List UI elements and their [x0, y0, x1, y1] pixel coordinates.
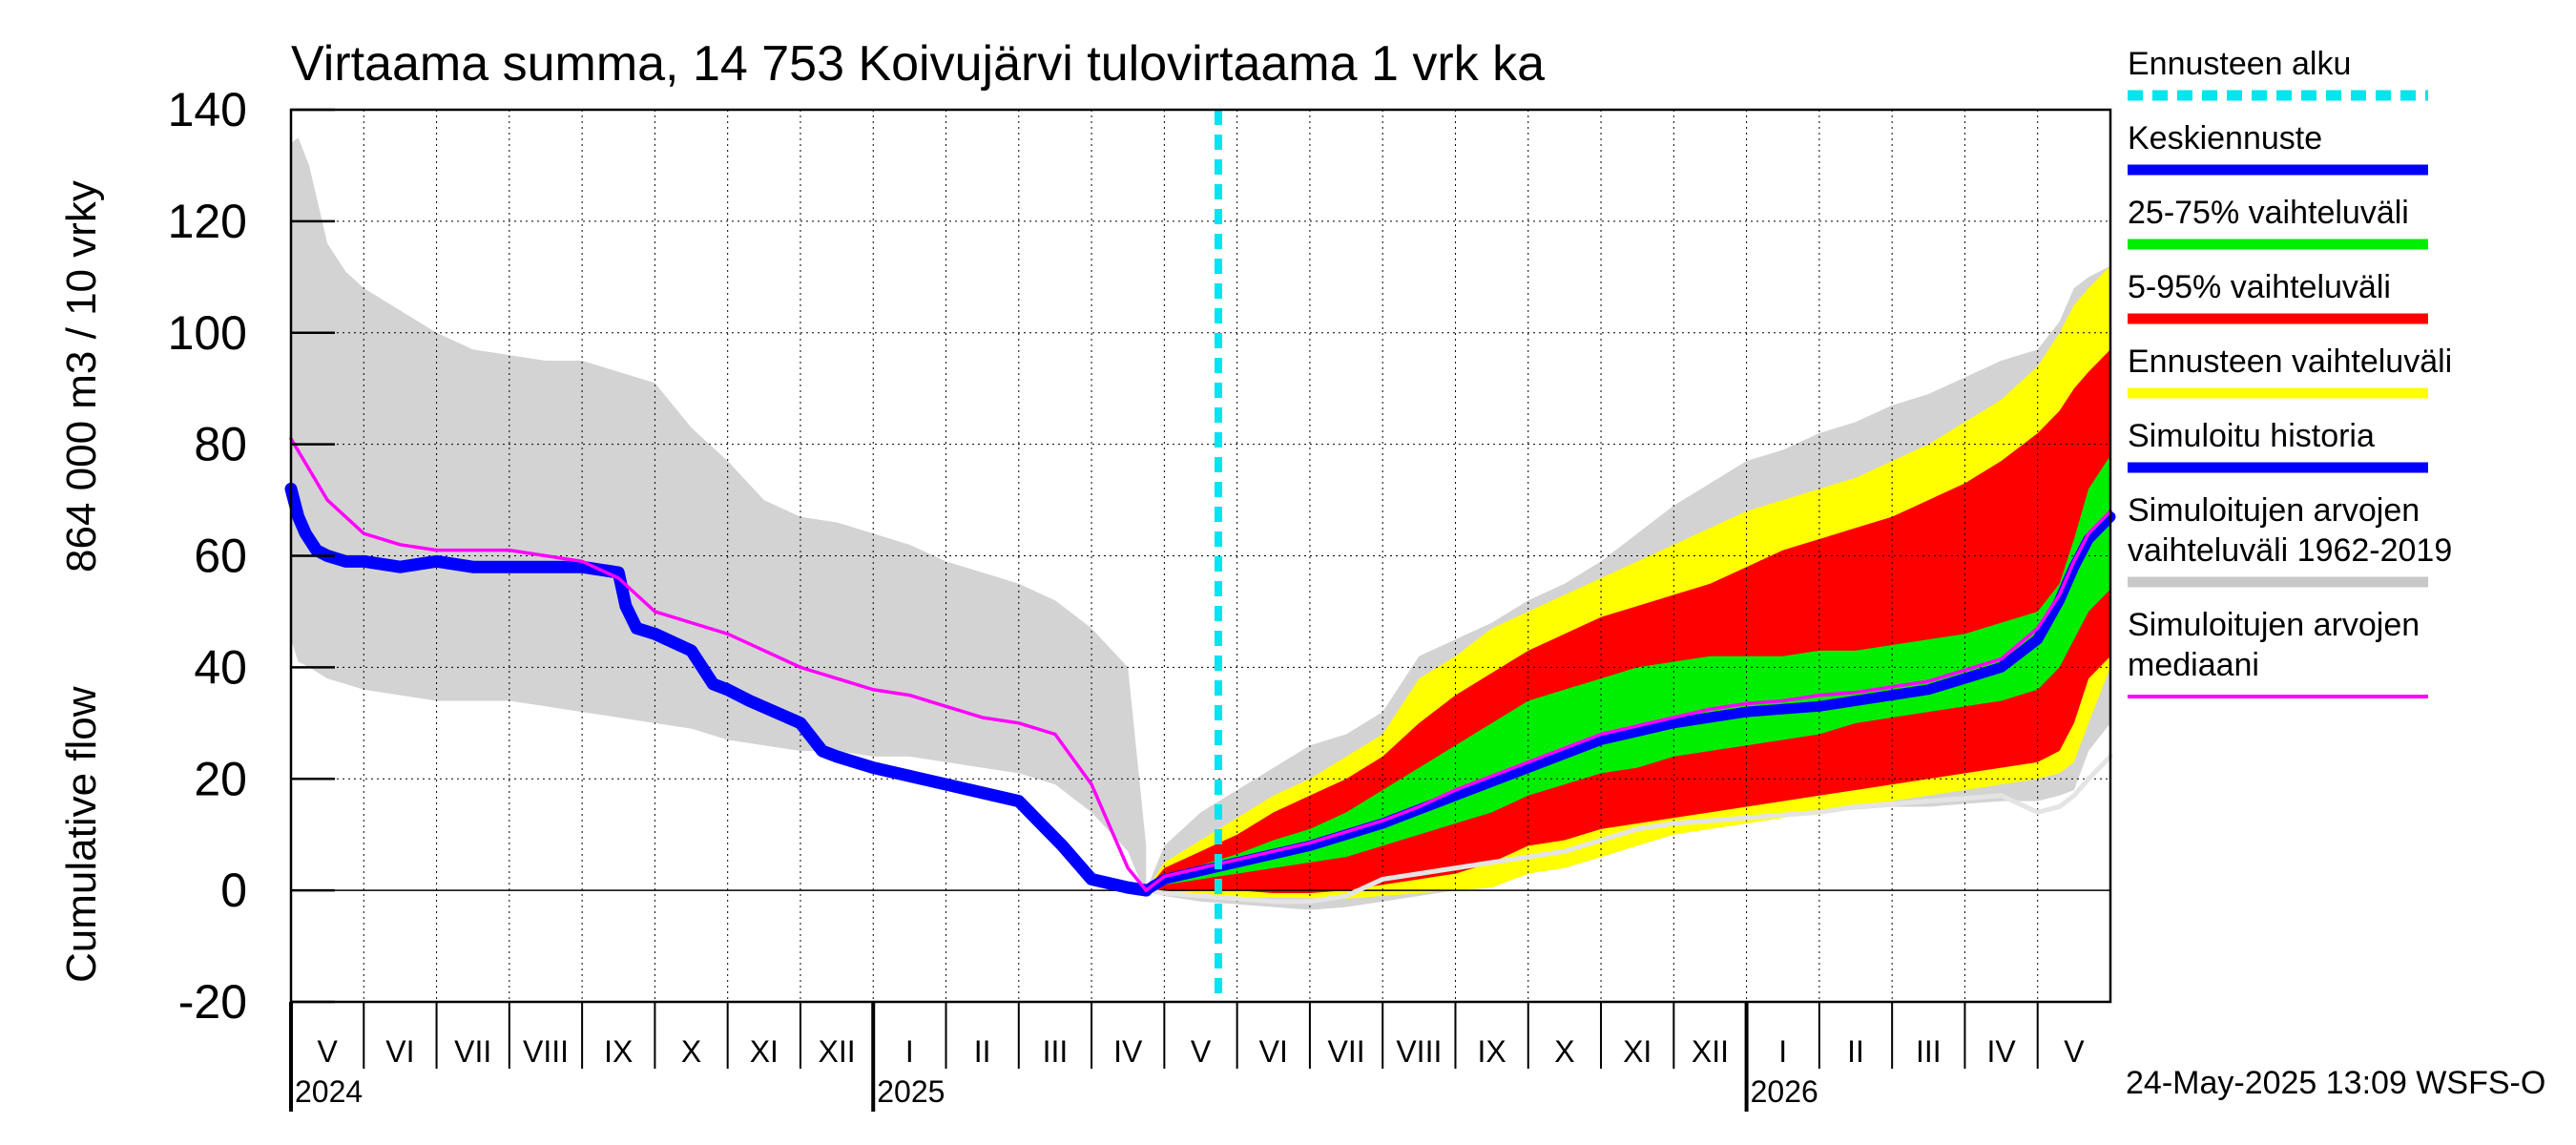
y-tick-label: 60 — [194, 530, 247, 583]
legend-label: Ennusteen alku — [2128, 46, 2351, 82]
month-label: XI — [750, 1034, 779, 1069]
y-tick-label: 40 — [194, 640, 247, 694]
month-label: X — [681, 1034, 701, 1069]
timestamp: 24-May-2025 13:09 WSFS-O — [2126, 1065, 2545, 1101]
legend-item: Ennusteen alku — [2128, 46, 2428, 101]
y-axis: -20 0 20 40 60 80 100 120 140 — [168, 83, 335, 1029]
x-axis: V VI VII VIII IX X XI XII I II III IV V VI VII VIII IX X X… — [289, 1002, 2085, 1112]
legend-label: 25-75% vaihteluväli — [2128, 195, 2409, 231]
legend-label: Simuloitu historia — [2128, 418, 2375, 454]
month-label: VI — [1259, 1034, 1288, 1069]
legend-item: Keskiennuste — [2128, 120, 2428, 176]
y-tick-label: 100 — [168, 306, 247, 360]
month-label: XII — [1692, 1034, 1729, 1069]
legend-label: 5-95% vaihteluväli — [2128, 269, 2391, 305]
y-tick-label: -20 — [178, 975, 247, 1029]
legend-label: Ennusteen vaihteluväli — [2128, 344, 2452, 380]
legend-item: 5-95% vaihteluväli — [2128, 269, 2428, 324]
plot-fills — [291, 137, 2110, 910]
range-5-95-band — [1146, 349, 2110, 894]
legend: Ennusteen alku Keskiennuste 25-75% vaihtel… — [2128, 46, 2452, 698]
historical-lower-line — [1143, 754, 2113, 905]
range-25-75-band — [1146, 455, 2110, 891]
legend-label: Keskiennuste — [2128, 120, 2322, 156]
month-label: III — [1043, 1034, 1069, 1069]
month-label: VII — [454, 1034, 491, 1069]
legend-label: Simuloitujen arvojen — [2128, 492, 2420, 529]
month-label: II — [1847, 1034, 1864, 1069]
month-label: I — [1778, 1034, 1787, 1069]
year-label: 2026 — [1751, 1074, 1818, 1109]
year-label: 2024 — [295, 1074, 363, 1109]
simulated-history-line — [284, 482, 1153, 897]
plot-grid — [291, 110, 2110, 1002]
month-label: IV — [1986, 1034, 2016, 1069]
month-label: VIII — [523, 1034, 569, 1069]
month-label: XI — [1623, 1034, 1652, 1069]
legend-item: Simuloitu historia — [2128, 418, 2428, 473]
chart-title: Virtaama summa, 14 753 Koivujärvi tulovi… — [291, 36, 1545, 92]
month-label: IV — [1113, 1034, 1143, 1069]
y-tick-label: 120 — [168, 195, 247, 248]
y-tick-label: 140 — [168, 83, 247, 136]
month-label: VII — [1327, 1034, 1364, 1069]
legend-item: Ennusteen vaihteluväli — [2128, 344, 2452, 399]
month-label: VIII — [1396, 1034, 1442, 1069]
month-label: I — [905, 1034, 914, 1069]
y-axis-label-bottom: Cumulative flow — [58, 686, 105, 983]
month-label: V — [317, 1034, 338, 1069]
legend-label: mediaani — [2128, 647, 2259, 683]
legend-item: Simuloitujen arvojen mediaani — [2128, 607, 2428, 698]
month-label: III — [1916, 1034, 1942, 1069]
legend-label: vaihteluväli 1962-2019 — [2128, 532, 2452, 569]
historical-range-band — [291, 137, 1147, 896]
forecast-mean-line — [1140, 511, 2116, 896]
median-line-forecast — [1144, 510, 2112, 892]
month-label: IX — [1478, 1034, 1506, 1069]
y-axis-label-top: 864 000 m3 / 10 vrky — [58, 180, 105, 572]
y-tick-label: 0 — [220, 864, 247, 917]
y-tick-label: 20 — [194, 752, 247, 805]
month-label: XII — [819, 1034, 856, 1069]
month-label: IX — [604, 1034, 633, 1069]
legend-item: 25-75% vaihteluväli — [2128, 195, 2428, 250]
month-label: V — [2064, 1034, 2085, 1069]
y-tick-label: 80 — [194, 418, 247, 471]
month-label: V — [1191, 1034, 1212, 1069]
year-label: 2025 — [877, 1074, 945, 1109]
month-label: X — [1554, 1034, 1574, 1069]
median-line — [289, 437, 1149, 892]
month-label: VI — [385, 1034, 414, 1069]
month-label: II — [974, 1034, 991, 1069]
legend-label: Simuloitujen arvojen — [2128, 607, 2420, 643]
